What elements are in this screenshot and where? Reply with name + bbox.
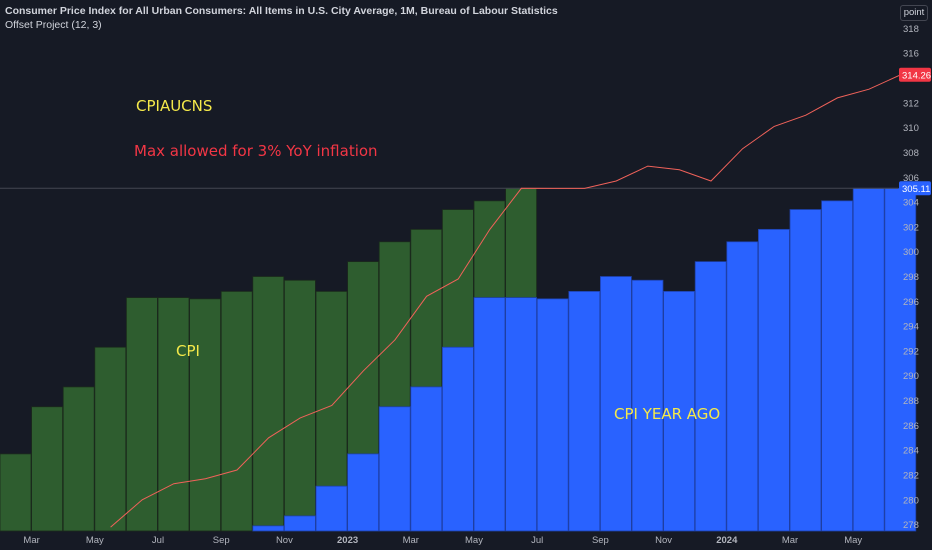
cpi-year-ago-bar — [663, 290, 695, 532]
x-tick-label: Sep — [592, 535, 609, 546]
y-tick-label: 278 — [903, 520, 919, 531]
cpi-bar — [31, 406, 64, 532]
cpi-year-ago-bar — [884, 187, 917, 532]
max-allowed-line — [110, 74, 901, 528]
time-axis: Mar May Jul Sep Nov 2023 Mar May Jul Sep Nov 2024 Ma… — [23, 535, 862, 546]
cpi-year-ago-bar — [252, 525, 285, 532]
cpi-year-ago-bar — [789, 209, 822, 532]
scale-mode-button[interactable]: point — [900, 5, 928, 21]
y-tick-label: 280 — [903, 495, 919, 506]
cpi-bar — [157, 297, 190, 532]
cpi-year-ago-bar — [347, 453, 380, 532]
y-tick-label: 312 — [903, 98, 919, 109]
annotation-cpiaucns: CPIAUCNS — [136, 97, 213, 115]
cpi-year-ago-bar — [726, 241, 759, 532]
indicator-label[interactable]: Offset Project (12, 3) — [5, 19, 102, 31]
x-tick-label: May — [844, 535, 862, 546]
y-tick-label: 306 — [903, 173, 919, 184]
cpi-year-ago-bar — [410, 386, 443, 532]
y-tick-label: 286 — [903, 421, 919, 432]
x-tick-label: 2024 — [716, 535, 738, 546]
x-tick-label: Nov — [655, 535, 672, 546]
x-tick-label: Mar — [23, 535, 39, 546]
cpi-bar — [94, 346, 127, 532]
annotation-cpi-year-ago: CPI YEAR AGO — [614, 405, 721, 423]
y-tick-label: 316 — [903, 49, 919, 60]
cpi-year-ago-bar — [631, 279, 664, 532]
x-tick-label: Jul — [152, 535, 164, 546]
x-tick-label: Mar — [403, 535, 419, 546]
y-tick-label: 300 — [903, 247, 919, 258]
cpi-year-ago-bar — [821, 200, 853, 532]
price-labels: 314.26 305.11 — [899, 67, 931, 196]
cpi-bar — [0, 453, 32, 532]
cpi-bar — [220, 290, 253, 532]
price-label-badge — [899, 181, 931, 196]
price-label-text: 314.26 — [902, 70, 931, 81]
cpi-year-ago-bar — [473, 297, 506, 532]
x-tick-label: Sep — [213, 535, 230, 546]
cpi-bar — [283, 279, 316, 532]
price-axis: 278 280 282 284 286 288 290 292 294 296 298 300 302 3… — [903, 24, 919, 531]
price-label-badge — [899, 67, 931, 82]
y-tick-label: 294 — [903, 322, 919, 333]
cpi-bar — [189, 298, 222, 532]
cpi-year-ago-bar — [694, 261, 727, 532]
cpi-year-ago-bar — [600, 276, 632, 532]
cpi-year-ago-bar — [536, 298, 569, 532]
cpi-year-ago-bar — [315, 485, 348, 532]
cpi-year-ago-bar — [568, 290, 601, 532]
y-tick-label: 290 — [903, 371, 919, 382]
y-tick-label: 298 — [903, 272, 919, 283]
cpi-bar — [252, 276, 285, 532]
x-tick-label: 2023 — [337, 535, 358, 546]
y-tick-label: 284 — [903, 446, 919, 457]
cpi-year-ago-bar — [283, 515, 316, 532]
cpi-bar — [62, 386, 95, 532]
y-tick-label: 302 — [903, 222, 919, 233]
x-tick-label: May — [465, 535, 483, 546]
y-tick-label: 288 — [903, 396, 919, 407]
y-tick-label: 296 — [903, 297, 919, 308]
x-tick-label: Nov — [276, 535, 293, 546]
annotation-max-allowed: Max allowed for 3% YoY inflation — [134, 142, 378, 160]
annotation-cpi: CPI — [176, 342, 200, 360]
x-tick-label: Jul — [531, 535, 543, 546]
cpi-year-ago-bars — [252, 187, 917, 532]
y-tick-label: 310 — [903, 123, 919, 134]
cpi-year-ago-bar — [378, 406, 411, 532]
y-tick-label: 308 — [903, 148, 919, 159]
y-tick-label: 292 — [903, 346, 919, 357]
chart-title: Consumer Price Index for All Urban Consu… — [5, 5, 558, 17]
cpi-year-ago-bar — [441, 346, 474, 532]
y-tick-label: 318 — [903, 24, 919, 35]
cpi-year-ago-bar — [505, 297, 538, 532]
cpi-year-ago-bar — [852, 187, 885, 532]
cpi-bar — [126, 297, 158, 532]
y-tick-label: 282 — [903, 470, 919, 481]
price-label-text: 305.11 — [902, 184, 930, 195]
x-tick-label: Mar — [782, 535, 798, 546]
cpi-year-ago-bar — [758, 228, 790, 532]
x-tick-label: May — [86, 535, 104, 546]
y-tick-label: 304 — [903, 198, 919, 209]
